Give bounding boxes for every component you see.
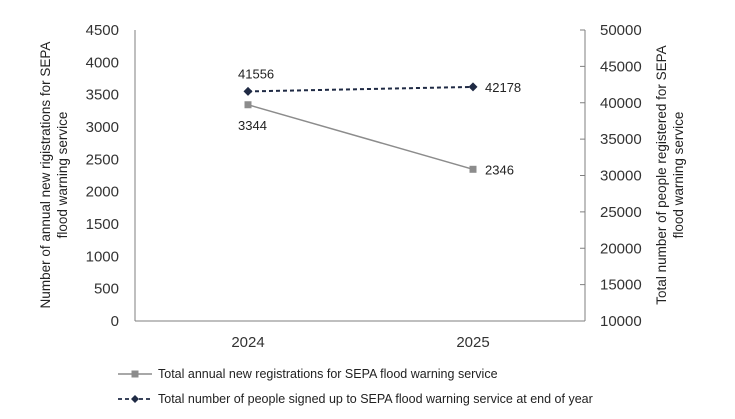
- right-tick-label: 10000: [600, 313, 642, 330]
- legend-item-total-signed-up: Total number of people signed up to SEPA…: [118, 392, 593, 406]
- x-axis-ticks: 2024 2025: [231, 334, 489, 351]
- legend-marker-diamond-icon: [131, 395, 139, 403]
- right-tick-label: 30000: [600, 168, 642, 185]
- right-axis-ticks: 10000 15000 20000 25000 30000 35000 40000 45000…: [580, 22, 642, 330]
- series-line: [247, 104, 474, 171]
- legend-label-new-registrations: Total annual new registrations for SEPA …: [158, 367, 498, 381]
- series-layer: 3344 2346 41556 42178: [238, 66, 521, 177]
- data-point-diamond: [468, 82, 478, 92]
- right-tick-label: 25000: [600, 204, 642, 221]
- left-tick-label: 3000: [86, 119, 119, 136]
- right-axis-title-line-2: flood warning service: [671, 112, 686, 239]
- x-tick-label: 2025: [456, 334, 489, 351]
- right-tick-label: 15000: [600, 277, 642, 294]
- data-point-square: [469, 165, 477, 173]
- left-tick-label: 1000: [86, 248, 119, 265]
- left-tick-label: 2000: [86, 184, 119, 201]
- axes: [134, 30, 586, 322]
- left-tick-label: 4000: [86, 54, 119, 71]
- x-tick-label: 2024: [231, 334, 264, 351]
- legend-item-new-registrations: Total annual new registrations for SEPA …: [118, 367, 498, 381]
- data-label: 41556: [238, 66, 274, 81]
- axis-titles: Number of annual new rigistrations for S…: [38, 42, 686, 309]
- left-tick-label: 4500: [86, 22, 119, 39]
- left-tick-label: 1500: [86, 216, 119, 233]
- left-tick-label: 500: [94, 281, 119, 298]
- legend: Total annual new registrations for SEPA …: [118, 367, 593, 406]
- left-tick-label: 0: [111, 313, 119, 330]
- right-tick-label: 40000: [600, 95, 642, 112]
- data-point-square: [244, 101, 252, 109]
- data-point-diamond: [243, 86, 253, 96]
- right-tick-label: 20000: [600, 240, 642, 257]
- left-axis-ticks: 0 500 1000 1500 2000 2500 3000 3500 4000 4500: [86, 22, 119, 330]
- left-axis-title-line-1: Number of annual new rigistrations for S…: [38, 42, 53, 309]
- right-tick-label: 45000: [600, 58, 642, 75]
- series-1: 3344 2346: [238, 101, 514, 177]
- legend-label-total-signed-up: Total number of people signed up to SEPA…: [158, 392, 593, 406]
- series-2: 41556 42178: [238, 66, 521, 96]
- data-label: 42178: [485, 80, 521, 95]
- legend-marker-square-icon: [131, 370, 139, 378]
- left-tick-label: 2500: [86, 151, 119, 168]
- left-tick-label: 3500: [86, 87, 119, 104]
- right-tick-label: 35000: [600, 131, 642, 148]
- series-line: [247, 85, 474, 93]
- right-tick-label: 50000: [600, 22, 642, 39]
- right-axis-title-line-1: Total number of people registered for SE…: [654, 45, 669, 304]
- data-label: 3344: [238, 118, 267, 133]
- data-label: 2346: [485, 162, 514, 177]
- left-axis-title-line-2: flood warning service: [55, 112, 70, 239]
